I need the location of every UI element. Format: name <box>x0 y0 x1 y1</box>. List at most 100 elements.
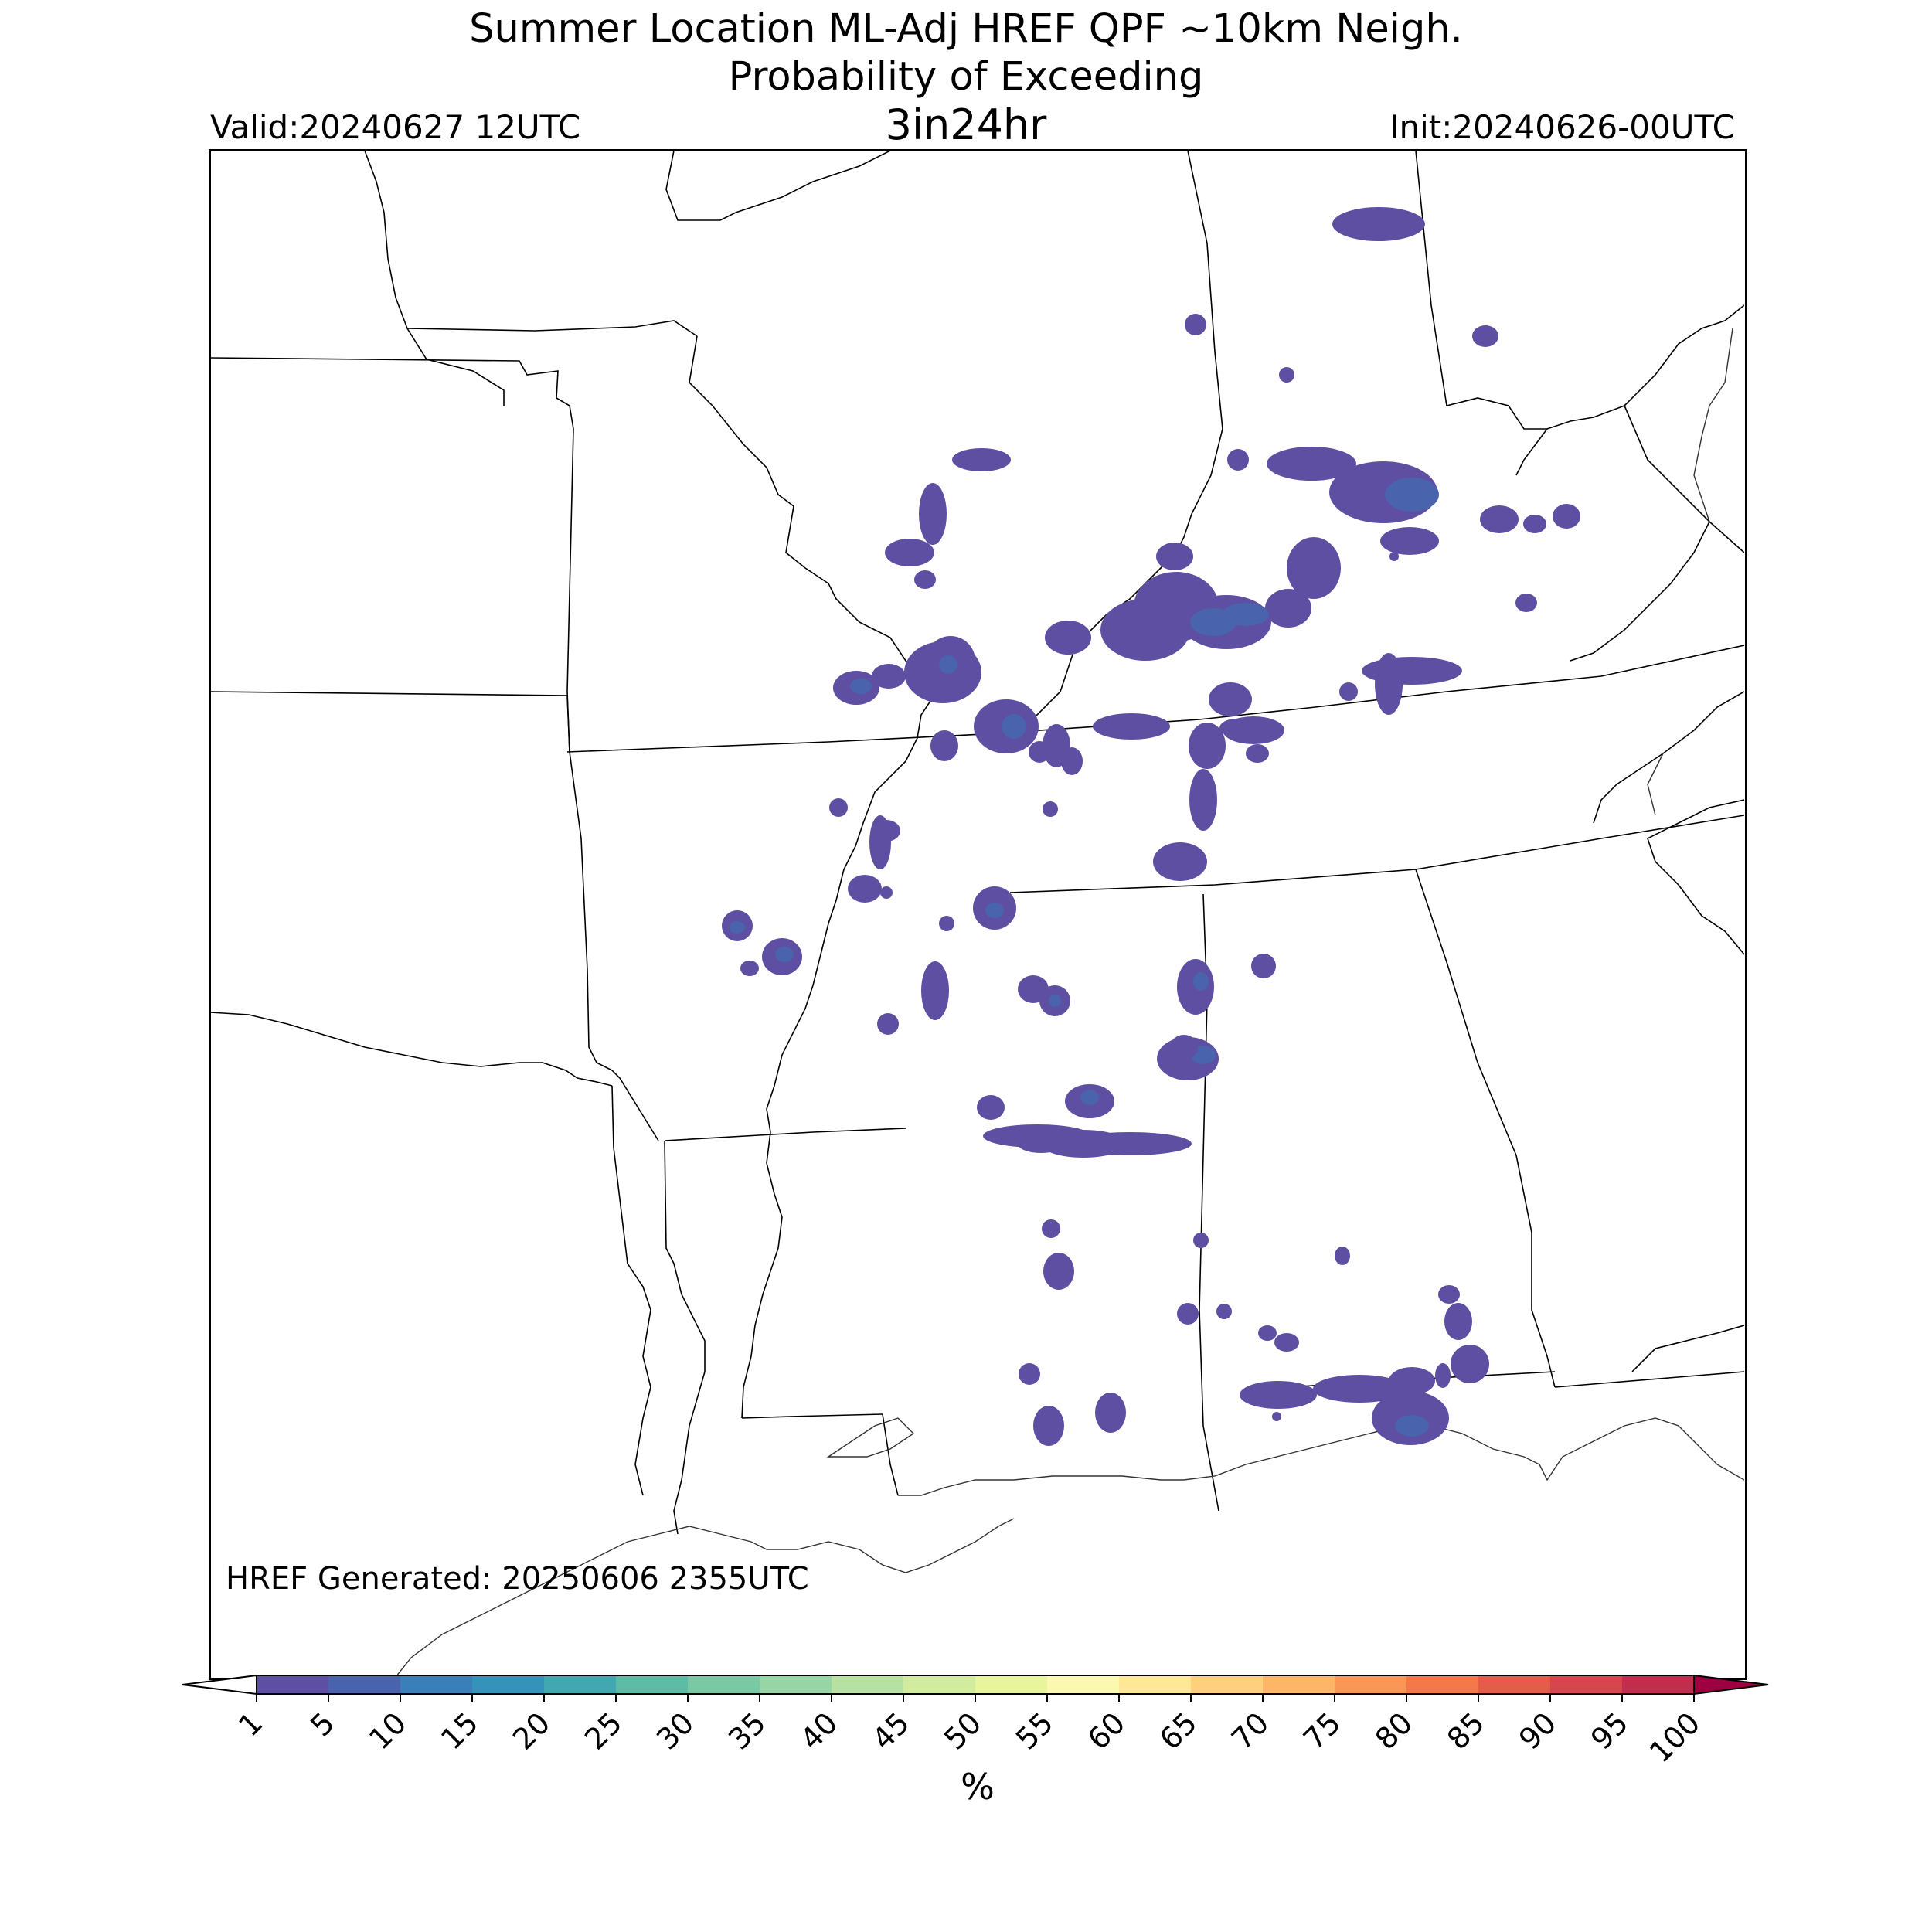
probability-area <box>1251 954 1276 978</box>
probability-area <box>1523 515 1546 533</box>
colorbar-bin <box>903 1675 976 1694</box>
colorbar-tick-label: 85 <box>1440 1706 1491 1756</box>
boundary-line <box>1624 405 1744 553</box>
probability-area <box>1335 1247 1350 1265</box>
probability-area <box>930 730 958 761</box>
probability-area <box>985 903 1004 918</box>
state-boundaries <box>210 151 1744 1535</box>
colorbar-bin <box>1406 1675 1479 1694</box>
probability-area <box>1287 537 1341 599</box>
boundary-line <box>1624 304 1744 406</box>
probability-area <box>1279 367 1294 383</box>
probability-area <box>1438 1285 1460 1304</box>
colorbar-tick-label: 10 <box>362 1706 413 1756</box>
boundary-line <box>566 428 597 1063</box>
boundary-line <box>665 151 891 221</box>
probability-area <box>1444 1303 1472 1340</box>
probability-areas <box>722 207 1580 1446</box>
colorbar-tick-label: 70 <box>1225 1706 1275 1756</box>
map-title-line1: Summer Location ML-Adj HREF QPF ~10km Ne… <box>469 6 1463 52</box>
coastline-path <box>898 1417 1744 1496</box>
probability-area <box>885 539 934 566</box>
colorbar-unit-label: % <box>961 1766 995 1808</box>
probability-area <box>921 961 949 1020</box>
probability-area <box>877 1013 899 1035</box>
probability-area <box>1042 1219 1060 1238</box>
boundary-line <box>812 691 937 986</box>
valid-time-label: Valid:20240627 12UTC <box>210 108 581 146</box>
boundary-line <box>406 320 698 337</box>
probability-area <box>829 798 848 817</box>
colorbar-bin <box>760 1675 832 1694</box>
boundary-line <box>1175 151 1223 553</box>
probability-area <box>1240 1381 1317 1409</box>
probability-area <box>1265 589 1311 628</box>
probability-area <box>1480 505 1519 533</box>
colorbar-bin <box>1119 1675 1192 1694</box>
boundary-line <box>689 335 794 507</box>
probability-area <box>1515 594 1537 612</box>
probability-area <box>1246 744 1269 763</box>
colorbar-tick-label: 60 <box>1081 1706 1131 1756</box>
probability-area <box>977 1095 1005 1120</box>
probability-area <box>1451 1345 1489 1383</box>
probability-area <box>1189 723 1226 769</box>
colorbar-tick-label: 55 <box>1009 1706 1060 1756</box>
probability-map <box>210 151 1744 1677</box>
probability-area <box>1189 769 1217 831</box>
colorbar-tick-label: 15 <box>434 1706 485 1756</box>
boundary-line <box>1415 151 1625 430</box>
probability-area <box>952 448 1011 471</box>
boundary-line <box>664 1128 906 1141</box>
colorbar-bin <box>1550 1675 1623 1694</box>
boundary-line <box>210 1012 578 1079</box>
colorbar-tick-label: 90 <box>1512 1706 1563 1756</box>
boundary-line <box>1415 869 1556 1388</box>
boundary-line <box>1593 691 1744 824</box>
probability-area <box>1339 682 1358 701</box>
boundary-line <box>1631 1325 1744 1372</box>
colorbar-bin <box>1047 1675 1120 1694</box>
probability-area <box>939 655 957 674</box>
boundary-line <box>741 1413 883 1419</box>
probability-area <box>1380 527 1439 555</box>
probability-area <box>1193 972 1209 991</box>
probability-area <box>1395 1415 1429 1437</box>
probability-area <box>1193 1233 1209 1248</box>
probability-area <box>1033 1406 1064 1446</box>
boundary-line <box>611 1085 651 1496</box>
boundary-line <box>1515 428 1548 476</box>
colorbar-tick-label: 5 <box>304 1706 341 1743</box>
boundary-line <box>664 1140 706 1535</box>
colorbar-tick-label: 25 <box>578 1706 628 1756</box>
probability-area <box>1002 714 1026 739</box>
probability-area <box>1274 1333 1299 1352</box>
boundary-line <box>741 1131 783 1419</box>
probability-area <box>1045 621 1091 655</box>
colorbar-bin <box>1478 1675 1551 1694</box>
probability-area <box>740 961 759 976</box>
colorbar-bin <box>616 1675 689 1694</box>
probability-area <box>1389 552 1399 561</box>
colorbar-tick-label: 100 <box>1643 1706 1706 1769</box>
probability-area <box>1472 325 1498 347</box>
boundary-line <box>577 1077 613 1087</box>
colorbar-tick-label: 30 <box>650 1706 700 1756</box>
probability-area <box>1272 1412 1281 1421</box>
boundary-line <box>1554 1371 1744 1388</box>
probability-area <box>1209 682 1252 716</box>
colorbar-tick-label: 40 <box>794 1706 844 1756</box>
probability-area <box>1385 478 1439 512</box>
probability-area <box>880 886 893 899</box>
colorbar-bin <box>1263 1675 1335 1694</box>
colorbar-bin <box>1335 1675 1407 1694</box>
colorbar-bin <box>544 1675 617 1694</box>
colorbar-bin <box>472 1675 545 1694</box>
probability-area <box>1093 713 1170 740</box>
map-canvas <box>210 151 1744 1677</box>
probability-area <box>1095 1393 1126 1433</box>
generated-label: HREF Generated: 20250606 2355UTC <box>226 1561 809 1597</box>
colorbar-bin <box>1622 1675 1695 1694</box>
probability-area <box>919 483 947 545</box>
probability-area <box>1153 842 1207 881</box>
